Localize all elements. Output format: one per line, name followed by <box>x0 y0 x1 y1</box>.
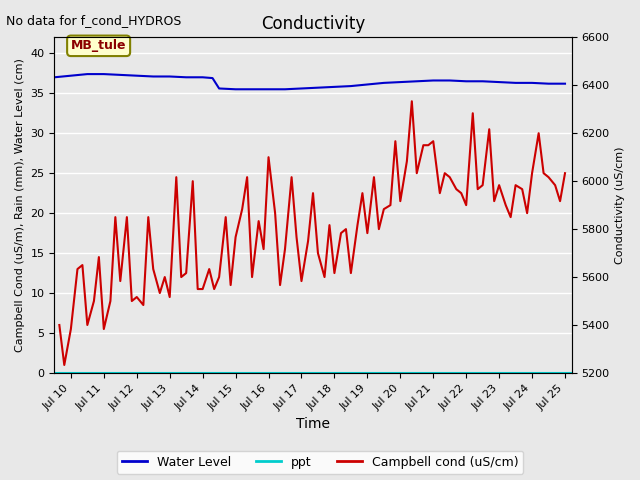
Text: MB_tule: MB_tule <box>71 39 126 52</box>
X-axis label: Time: Time <box>296 418 330 432</box>
Text: No data for f_cond_HYDROS: No data for f_cond_HYDROS <box>6 14 182 27</box>
Y-axis label: Conductivity (uS/cm): Conductivity (uS/cm) <box>615 146 625 264</box>
Title: Conductivity: Conductivity <box>261 15 365 33</box>
Y-axis label: Campbell Cond (uS/m), Rain (mm), Water Level (cm): Campbell Cond (uS/m), Rain (mm), Water L… <box>15 58 25 352</box>
Legend: Water Level, ppt, Campbell cond (uS/cm): Water Level, ppt, Campbell cond (uS/cm) <box>116 451 524 474</box>
